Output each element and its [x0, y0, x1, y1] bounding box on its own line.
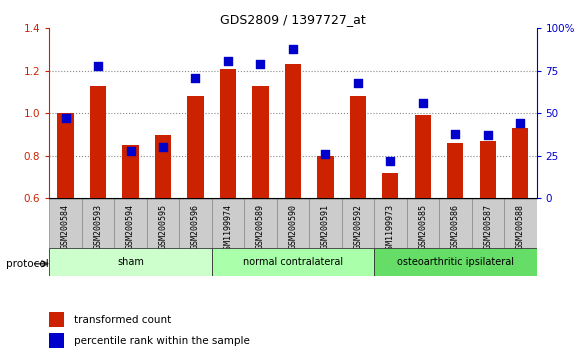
Bar	[179, 198, 212, 248]
Bar	[49, 312, 64, 327]
Bar	[277, 198, 309, 248]
Text: GSM200588: GSM200588	[516, 204, 525, 249]
Text: sham: sham	[117, 257, 144, 267]
Bar	[407, 198, 439, 248]
Bar	[212, 198, 244, 248]
Point	[158, 144, 168, 150]
Bar	[244, 198, 277, 248]
Bar	[57, 113, 74, 198]
Point	[93, 63, 103, 69]
Point	[288, 46, 298, 52]
Point	[191, 75, 200, 80]
Point	[386, 158, 395, 164]
Bar	[480, 141, 496, 198]
Bar	[252, 86, 269, 198]
Text: percentile rank within the sample: percentile rank within the sample	[74, 336, 249, 346]
Bar	[49, 333, 64, 348]
Bar	[285, 64, 301, 198]
Bar	[187, 96, 204, 198]
Bar	[122, 145, 139, 198]
Point	[353, 80, 362, 86]
Text: GSM200594: GSM200594	[126, 204, 135, 249]
Bar	[147, 198, 179, 248]
Bar	[382, 173, 398, 198]
Text: GSM200590: GSM200590	[288, 204, 298, 249]
Text: GSM1199974: GSM1199974	[223, 204, 233, 254]
Text: GSM1199973: GSM1199973	[386, 204, 395, 254]
Point	[516, 121, 525, 126]
Bar	[415, 115, 431, 198]
Text: protocol: protocol	[6, 259, 49, 269]
Bar	[49, 248, 212, 276]
Bar	[504, 198, 536, 248]
Text: GSM200584: GSM200584	[61, 204, 70, 249]
Bar	[90, 86, 106, 198]
Text: GSM200593: GSM200593	[93, 204, 103, 249]
Point	[483, 132, 492, 138]
Text: GSM200587: GSM200587	[483, 204, 492, 249]
Bar	[220, 69, 236, 198]
Bar	[155, 135, 171, 198]
Bar	[342, 198, 374, 248]
Bar	[374, 248, 536, 276]
Title: GDS2809 / 1397727_at: GDS2809 / 1397727_at	[220, 13, 366, 26]
Point	[61, 115, 70, 121]
Text: GSM200586: GSM200586	[451, 204, 460, 249]
Bar	[447, 143, 463, 198]
Bar	[374, 198, 407, 248]
Bar	[512, 128, 528, 198]
Bar	[472, 198, 504, 248]
Bar	[212, 248, 374, 276]
Bar	[49, 198, 82, 248]
Point	[256, 61, 265, 67]
Text: transformed count: transformed count	[74, 315, 171, 325]
Text: GSM200592: GSM200592	[353, 204, 362, 249]
Text: osteoarthritic ipsilateral: osteoarthritic ipsilateral	[397, 257, 514, 267]
Bar	[350, 96, 366, 198]
Point	[418, 100, 427, 106]
Bar	[114, 198, 147, 248]
Bar	[309, 198, 342, 248]
Point	[321, 151, 330, 157]
Point	[451, 131, 460, 137]
Text: GSM200591: GSM200591	[321, 204, 330, 249]
Point	[126, 148, 135, 154]
Text: GSM200596: GSM200596	[191, 204, 200, 249]
Bar	[439, 198, 472, 248]
Text: normal contralateral: normal contralateral	[243, 257, 343, 267]
Bar	[317, 156, 334, 198]
Text: GSM200585: GSM200585	[418, 204, 427, 249]
Point	[223, 58, 233, 63]
Text: GSM200595: GSM200595	[158, 204, 168, 249]
Text: GSM200589: GSM200589	[256, 204, 265, 249]
Bar	[82, 198, 114, 248]
